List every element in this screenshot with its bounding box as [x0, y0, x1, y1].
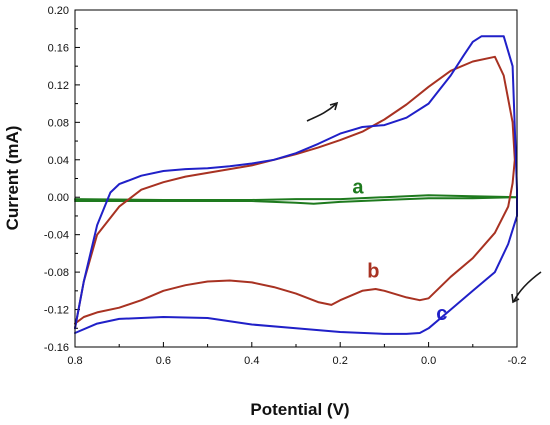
x-tick-label: 0.2	[333, 355, 348, 367]
series-line-c	[74, 35, 518, 335]
curve-label-a: a	[352, 176, 364, 198]
series-layer	[74, 35, 518, 335]
y-tick-label: 0.08	[48, 117, 69, 129]
series-line-b	[74, 55, 516, 330]
y-tick-label: 0.04	[48, 155, 69, 167]
x-axis-ticks: 0.8 0.6 0.4 0.2 0.0 -0.2	[67, 342, 526, 367]
curve-labels: a b c	[352, 176, 447, 324]
y-tick-label: 0.00	[48, 192, 69, 204]
y-tick-label: -0.16	[44, 342, 69, 354]
x-tick-label: -0.2	[508, 355, 527, 367]
series-line-a	[74, 194, 518, 205]
x-tick-label: 0.4	[244, 355, 259, 367]
y-tick-label: -0.08	[44, 267, 69, 279]
x-axis-title: Potential (V)	[250, 400, 349, 419]
scan-direction-arrow-upper	[306, 101, 339, 122]
x-tick-label: 0.8	[67, 355, 82, 367]
plot-frame	[74, 9, 518, 348]
y-tick-label: 0.12	[48, 80, 69, 92]
y-tick-label: 0.16	[48, 42, 69, 54]
y-tick-label: -0.12	[44, 305, 69, 317]
x-tick-label: 0.0	[421, 355, 436, 367]
x-tick-label: 0.6	[156, 355, 171, 367]
y-tick-label: 0.20	[48, 5, 69, 17]
y-tick-label: -0.04	[44, 230, 69, 242]
curve-label-b: b	[367, 261, 379, 283]
y-axis-ticks: -0.16 -0.12 -0.08 -0.04 0.00 0.04 0.08 0.12 0.16…	[44, 5, 80, 354]
y-axis-title: Current (mA)	[3, 126, 22, 231]
scan-direction-arrow-lower	[511, 271, 542, 304]
curve-label-c: c	[436, 303, 447, 325]
